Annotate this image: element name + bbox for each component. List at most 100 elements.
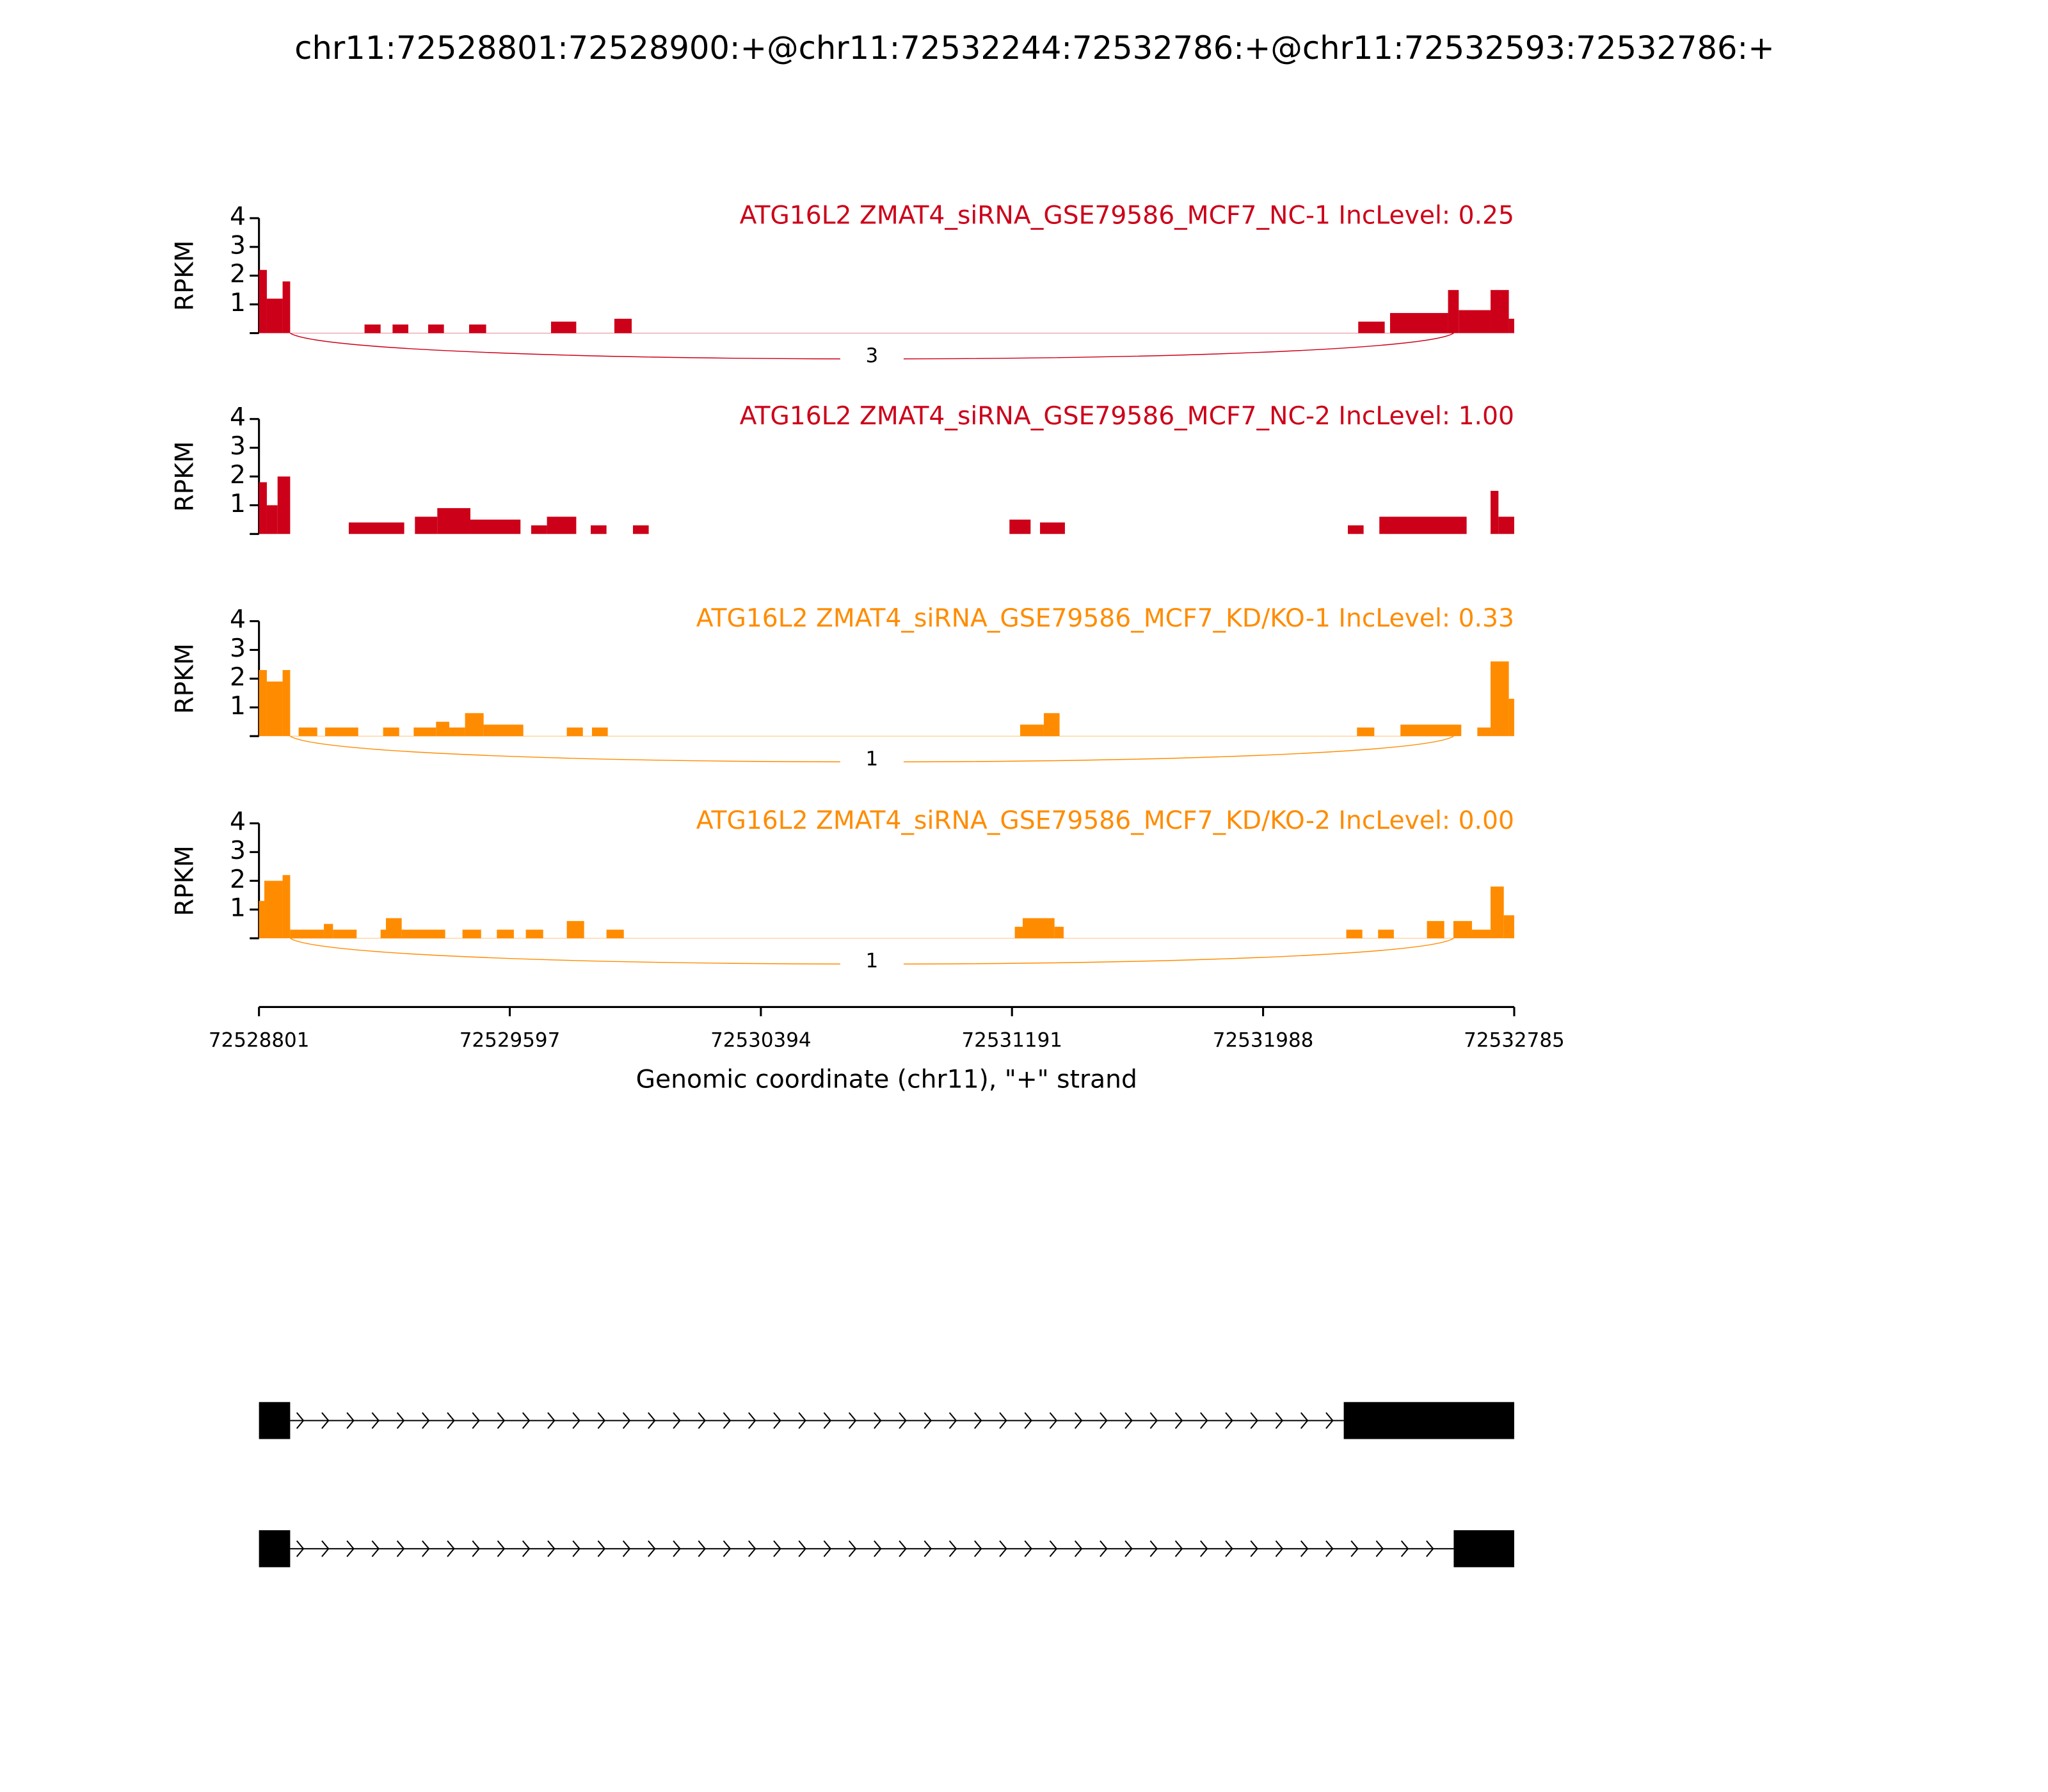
coverage-bar [325, 727, 358, 737]
coverage-bar [1508, 319, 1514, 333]
intron-arrow [948, 1540, 957, 1557]
intron-arrow [899, 1412, 907, 1429]
coverage-bar [401, 929, 445, 939]
intron-arrow [396, 1540, 405, 1557]
y-tick-label: 2 [230, 260, 246, 289]
junction-label-bg [840, 948, 904, 975]
coverage-bar [259, 669, 267, 737]
intron-arrow [1174, 1412, 1183, 1429]
intron-arrow [1100, 1540, 1108, 1557]
coverage-bar [437, 508, 470, 534]
coverage-bar [1378, 929, 1394, 939]
coverage-bar [290, 929, 324, 939]
coverage-bar [380, 929, 387, 939]
coverage-bar [1508, 698, 1514, 737]
intron-arrow [1275, 1412, 1284, 1429]
intron-arrow [723, 1412, 732, 1429]
intron-arrow [371, 1412, 380, 1429]
intron-arrow [622, 1540, 631, 1557]
exon [1343, 1402, 1514, 1439]
coverage-bar [413, 727, 436, 737]
coverage-bar [632, 525, 649, 534]
junction-count: 1 [866, 950, 879, 973]
intron-arrow [874, 1412, 882, 1429]
intron-arrow [1225, 1540, 1233, 1557]
coverage-bar [591, 525, 607, 534]
intron-arrow [948, 1412, 957, 1429]
exon [1453, 1530, 1514, 1567]
intron-arrow [497, 1412, 506, 1429]
y-axis-label: RPKM [171, 240, 200, 310]
coverage-bar [259, 482, 267, 534]
intron-arrow [572, 1412, 580, 1429]
coverage-bar [525, 929, 543, 939]
intron-arrow [874, 1540, 882, 1557]
coverage-bar [547, 516, 577, 534]
intron-arrow [1350, 1540, 1359, 1557]
junction-count: 1 [866, 748, 879, 771]
coverage-bar [1498, 516, 1514, 534]
intron-arrow [346, 1412, 355, 1429]
coverage-bar [1427, 921, 1444, 939]
coverage-bar [1348, 525, 1364, 534]
coverage-bar [415, 516, 438, 534]
y-tick-label: 2 [230, 865, 246, 894]
coverage-bar [591, 727, 608, 737]
y-tick-label: 3 [230, 432, 246, 461]
intron-arrow [1275, 1540, 1284, 1557]
x-tick-label: 72531988 [1213, 1029, 1314, 1052]
x-tick-label: 72528801 [209, 1029, 310, 1052]
coverage-bar [1491, 490, 1499, 534]
intron-arrow [1250, 1540, 1258, 1557]
y-tick-label: 3 [230, 634, 246, 663]
intron-arrow [1300, 1412, 1309, 1429]
exon [259, 1530, 291, 1567]
coverage-bar [348, 522, 404, 534]
panel-title: ATG16L2 ZMAT4_siRNA_GSE79586_MCF7_NC-2 I… [740, 402, 1514, 431]
y-axis-label: RPKM [171, 845, 200, 916]
intron-arrow [296, 1412, 305, 1429]
intron-arrow [1174, 1540, 1183, 1557]
coverage-bar [1459, 310, 1491, 333]
coverage-bar [1471, 929, 1491, 939]
intron-arrow [1024, 1412, 1032, 1429]
coverage-bar [566, 921, 584, 939]
panel-title: ATG16L2 ZMAT4_siRNA_GSE79586_MCF7_KD/KO-… [696, 604, 1514, 633]
coverage-bar [1040, 522, 1065, 534]
intron-arrow [1300, 1540, 1309, 1557]
intron-arrow [422, 1540, 430, 1557]
coverage-bar [462, 929, 481, 939]
y-tick-label: 1 [230, 289, 246, 317]
intron-arrow [1375, 1540, 1384, 1557]
coverage-bar [1448, 290, 1459, 333]
junction-label-bg [840, 746, 904, 773]
intron-arrow [673, 1412, 681, 1429]
intron-arrow [597, 1412, 606, 1429]
coverage-bar [606, 929, 624, 939]
intron-arrow [497, 1540, 506, 1557]
intron-arrow [522, 1540, 531, 1557]
intron-arrow [1426, 1540, 1434, 1557]
panel-title: ATG16L2 ZMAT4_siRNA_GSE79586_MCF7_NC-1 I… [740, 201, 1514, 230]
intron-arrow [823, 1540, 832, 1557]
coverage-bar [266, 298, 283, 333]
intron-arrow [371, 1540, 380, 1557]
intron-arrow [1149, 1540, 1158, 1557]
coverage-bar [1022, 918, 1055, 939]
y-tick-label: 4 [230, 403, 246, 432]
x-tick-label: 72531191 [961, 1029, 1062, 1052]
intron-arrow [396, 1412, 405, 1429]
coverage-bar [1400, 724, 1462, 737]
coverage-bar [259, 900, 265, 939]
coverage-bar [470, 519, 521, 534]
intron-arrow [547, 1412, 556, 1429]
intron-arrow [321, 1412, 330, 1429]
coverage-bar [1054, 927, 1064, 939]
intron-arrow [698, 1412, 706, 1429]
intron-arrow [848, 1412, 857, 1429]
intron-arrow [798, 1412, 806, 1429]
coverage-bar [324, 924, 333, 939]
y-tick-label: 4 [230, 605, 246, 634]
coverage-bar [1357, 727, 1375, 737]
